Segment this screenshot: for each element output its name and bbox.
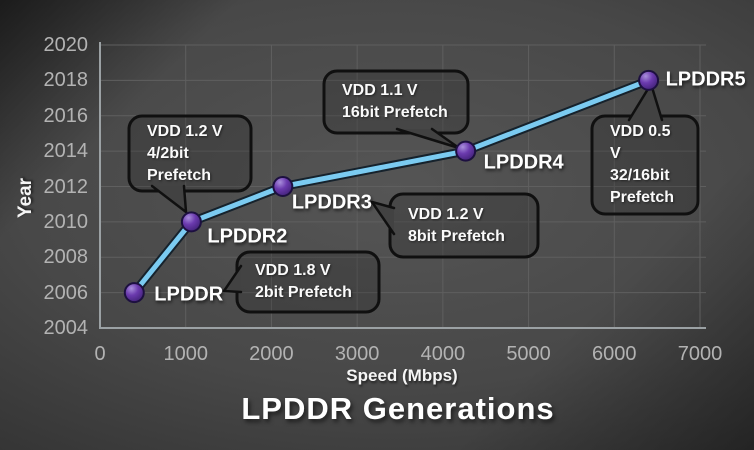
- y-tick-2008: 2008: [43, 246, 89, 269]
- marker-LPDDR5: [638, 69, 660, 91]
- y-tick-2010: 2010: [43, 210, 89, 233]
- y-tick-2020: 2020: [43, 34, 89, 56]
- callout-text-LPDDR3: VDD 1.2 V 8bit Prefetch: [408, 205, 505, 245]
- axes: [99, 42, 706, 329]
- x-tick-0: 0: [94, 343, 106, 365]
- y-tick-2012: 2012: [43, 175, 89, 198]
- y-tick-2004: 2004: [43, 317, 89, 339]
- marker-LPDDR4: [455, 140, 477, 162]
- x-tick-5000: 5000: [506, 343, 551, 365]
- x-tick-1000: 1000: [163, 343, 208, 365]
- callout-tail-LPDDR3: [370, 200, 396, 236]
- x-tick-2000: 2000: [249, 343, 294, 365]
- callout-bubbles: [127, 69, 700, 314]
- y-tick-2018: 2018: [43, 69, 89, 92]
- x-tick-4000: 4000: [420, 343, 466, 365]
- callout-box-LPDDR4: [322, 69, 470, 135]
- point-label-LPDDR5: LPDDR5: [665, 68, 746, 91]
- callout-box-LPDDR2: [127, 114, 253, 193]
- callout-text-LPDDR5: VDD 0.5 V 32/16bit Prefetch: [610, 123, 675, 206]
- callout-tail-LPDDR: [222, 264, 243, 294]
- y-axis-title: Year: [15, 177, 36, 219]
- x-tick-7000: 7000: [677, 343, 723, 365]
- callout-text-LPDDR4: VDD 1.1 V 16bit Prefetch: [342, 82, 448, 121]
- data-markers: [123, 69, 660, 304]
- marker-LPDDR: [123, 282, 145, 304]
- callout-tail-LPDDR2: [150, 184, 188, 214]
- chart-title: LPDDR Generations: [241, 391, 555, 426]
- callout-text-LPDDR: VDD 1.8 V 2bit Prefetch: [255, 262, 352, 301]
- y-tick-2016: 2016: [43, 104, 89, 127]
- point-label-LPDDR: LPDDR: [154, 283, 224, 306]
- y-tick-2006: 2006: [43, 281, 89, 304]
- x-axis-title: Speed (Mbps): [346, 366, 458, 385]
- x-tick-3000: 3000: [334, 343, 380, 365]
- marker-LPDDR2: [180, 211, 202, 233]
- point-label-LPDDR4: LPDDR4: [483, 151, 564, 174]
- y-tick-2014: 2014: [43, 140, 89, 163]
- x-tick-6000: 6000: [592, 343, 637, 365]
- callout-text-LPDDR2: VDD 1.2 V 4/2bit Prefetch: [147, 122, 223, 184]
- point-label-LPDDR3: LPDDR3: [291, 191, 372, 213]
- marker-LPDDR3: [272, 176, 294, 197]
- point-label-LPDDR2: LPDDR2: [207, 225, 288, 248]
